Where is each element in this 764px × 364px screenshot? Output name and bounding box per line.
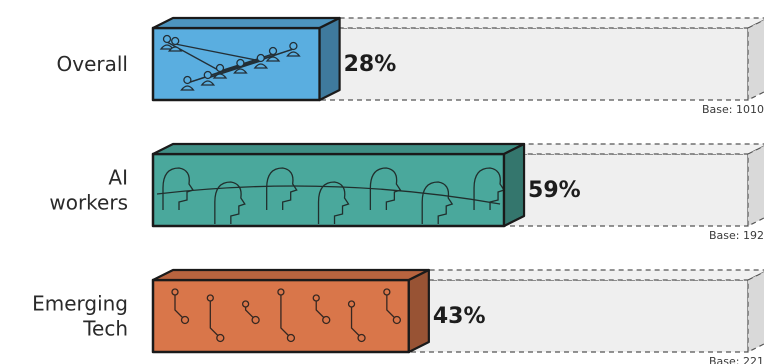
base-label: Base: 221 bbox=[709, 355, 764, 364]
track-side bbox=[747, 145, 764, 227]
value-label: 59% bbox=[528, 178, 581, 203]
track-side bbox=[747, 19, 764, 101]
bar-group: 43% Base: 221 Emerging Tech bbox=[32, 268, 764, 364]
bar-top bbox=[151, 142, 526, 156]
track-side bbox=[747, 271, 764, 353]
base-label: Base: 1010 bbox=[702, 103, 764, 116]
bar-side bbox=[502, 142, 526, 228]
circuit-icon bbox=[171, 288, 402, 343]
bars-layer: 28% Base: 1010 Overall 59% Base: 192 AI worker… bbox=[32, 16, 764, 364]
value-label: 43% bbox=[433, 304, 486, 329]
bar-top bbox=[151, 16, 341, 30]
category-label: Emerging Tech bbox=[32, 292, 128, 341]
head-profiles-icon bbox=[156, 167, 506, 224]
bar-top bbox=[151, 268, 430, 282]
bar bbox=[151, 152, 506, 228]
bar-group: 59% Base: 192 AI workers bbox=[49, 142, 764, 242]
value-label: 28% bbox=[344, 52, 397, 77]
people-network-icon bbox=[159, 34, 301, 91]
bar-side bbox=[407, 268, 430, 354]
bar-group: 28% Base: 1010 Overall bbox=[57, 16, 764, 116]
base-label: Base: 192 bbox=[709, 229, 764, 242]
category-label: Overall bbox=[57, 52, 128, 76]
category-label: AI workers bbox=[49, 166, 128, 215]
bar-side bbox=[318, 16, 341, 102]
